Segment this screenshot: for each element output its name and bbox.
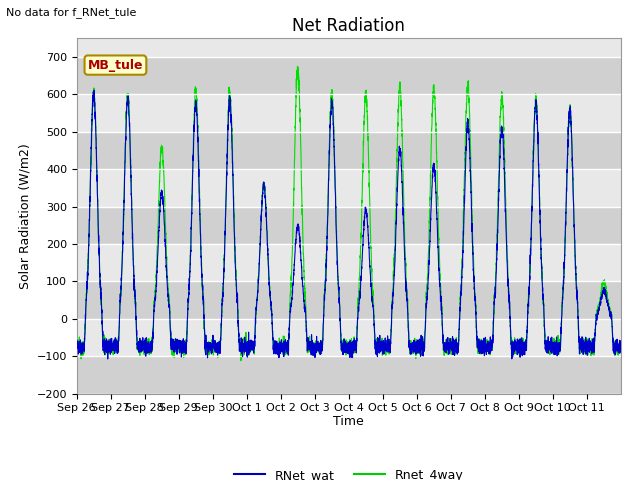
Text: No data for f_RNet_tule: No data for f_RNet_tule [6, 7, 137, 18]
Bar [77, 207, 621, 244]
Legend: RNet_wat, Rnet_4way: RNet_wat, Rnet_4way [229, 464, 468, 480]
Bar [77, 57, 621, 95]
Bar [77, 132, 621, 169]
Title: Net Radiation: Net Radiation [292, 17, 405, 36]
Bar [77, 281, 621, 319]
X-axis label: Time: Time [333, 415, 364, 428]
Text: MB_tule: MB_tule [88, 59, 143, 72]
Y-axis label: Solar Radiation (W/m2): Solar Radiation (W/m2) [18, 143, 31, 289]
Bar [77, 356, 621, 394]
